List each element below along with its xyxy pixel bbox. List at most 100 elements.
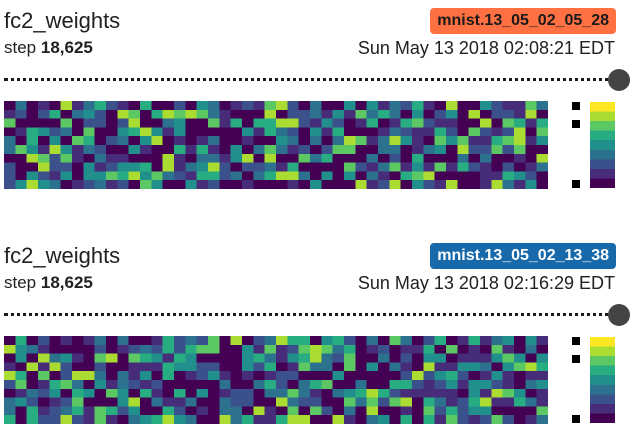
heatmap-cell <box>400 353 413 363</box>
heatmap-cell <box>321 180 334 189</box>
heatmap-cell <box>412 109 424 119</box>
heatmap-cell <box>321 336 334 346</box>
heatmap-cell <box>400 406 413 416</box>
heatmap-cell <box>502 362 515 372</box>
heatmap-cell <box>536 101 548 111</box>
heatmap-cell <box>185 406 198 416</box>
heatmap-cell <box>332 336 345 346</box>
heatmap-cell <box>264 406 277 416</box>
heatmap-cell <box>140 162 152 172</box>
heatmap-cell <box>117 171 130 181</box>
heatmap-cell <box>140 380 152 390</box>
heatmap-cell <box>378 162 390 172</box>
heatmap-cell <box>83 397 96 407</box>
heatmap-cell <box>355 406 368 416</box>
step-slider[interactable] <box>4 68 630 92</box>
heatmap-cell <box>162 171 175 181</box>
heatmap-cell <box>196 415 209 424</box>
heatmap-cell <box>230 344 243 354</box>
heatmap-cell <box>321 109 334 119</box>
heatmap-cell <box>15 353 28 363</box>
heatmap-cell <box>502 380 515 390</box>
heatmap-cell <box>400 101 413 111</box>
heatmap-cell <box>491 127 504 137</box>
heatmap-cell <box>298 336 311 346</box>
heatmap-cell <box>60 101 73 111</box>
heatmap-cell <box>355 415 368 424</box>
heatmap-cell <box>208 180 220 189</box>
heatmap-cell <box>536 362 548 372</box>
heatmap-cell <box>106 118 118 128</box>
slider-thumb[interactable] <box>608 69 630 91</box>
heatmap-cell <box>230 380 243 390</box>
heatmap-cell <box>480 118 492 128</box>
heatmap-cell <box>344 362 356 372</box>
heatmap-cell <box>253 101 266 111</box>
heatmap-cell <box>514 127 526 137</box>
heatmap-cell <box>423 415 436 424</box>
heatmap-cell <box>174 109 186 119</box>
heatmap-cell <box>446 145 458 155</box>
heatmap-cell <box>117 127 130 137</box>
slider-track[interactable] <box>4 313 616 316</box>
heatmap-cell <box>72 353 84 363</box>
heatmap-cell <box>423 371 436 381</box>
weights-heatmap-image <box>4 336 548 424</box>
heatmap-cell <box>242 406 254 416</box>
heatmap-cell <box>457 380 470 390</box>
slider-track[interactable] <box>4 78 616 81</box>
heatmap-cell <box>366 101 379 111</box>
heatmap-cell <box>446 336 458 346</box>
heatmap-cell <box>287 388 300 398</box>
heatmap-cell <box>83 171 96 181</box>
heatmap-cell <box>434 118 447 128</box>
heatmap-cell <box>434 362 447 372</box>
step-slider[interactable] <box>4 303 630 327</box>
heatmap-cell <box>480 415 492 424</box>
heatmap-cell <box>140 344 152 354</box>
heatmap-cell <box>117 371 130 381</box>
heatmap-cell <box>491 406 504 416</box>
heatmap-cell <box>72 388 84 398</box>
heatmap-cell <box>378 118 390 128</box>
heatmap-cell <box>514 388 526 398</box>
heatmap-cell <box>525 101 538 111</box>
heatmap-cell <box>26 388 39 398</box>
heatmap-cell <box>230 353 243 363</box>
heatmap-cell <box>49 371 62 381</box>
heatmap-cell <box>287 127 300 137</box>
heatmap-cell <box>196 118 209 128</box>
heatmap-cell <box>128 162 141 172</box>
heatmap-cell <box>310 136 322 146</box>
heatmap-cell <box>446 362 458 372</box>
heatmap-cell <box>38 162 50 172</box>
heatmap-cell <box>332 153 345 163</box>
heatmap-cell <box>219 344 232 354</box>
heatmap-cell <box>94 362 107 372</box>
heatmap-cell <box>128 415 141 424</box>
heatmap-cell <box>310 127 322 137</box>
heatmap-cell <box>208 397 220 407</box>
heatmap-cell <box>468 353 481 363</box>
heatmap-cell <box>140 136 152 146</box>
heatmap-cell <box>83 388 96 398</box>
heatmap-cell <box>321 127 334 137</box>
heatmap-cell <box>355 388 368 398</box>
heatmap-cell <box>253 171 266 181</box>
heatmap-cell <box>15 101 28 111</box>
heatmap-cell <box>117 380 130 390</box>
heatmap-cell <box>26 171 39 181</box>
heatmap-cell <box>253 388 266 398</box>
heatmap-cell <box>310 153 322 163</box>
wall-time: Sun May 13 2018 02:08:21 EDT <box>357 38 615 58</box>
heatmap-cell <box>253 362 266 372</box>
slider-thumb[interactable] <box>608 304 630 326</box>
heatmap-cell <box>287 415 300 424</box>
heatmap-cell <box>230 362 243 372</box>
heatmap-cell <box>423 101 436 111</box>
heatmap-cell <box>106 371 118 381</box>
heatmap-cell <box>264 153 277 163</box>
heatmap-cell <box>310 162 322 172</box>
heatmap-cell <box>26 109 39 119</box>
heatmap-cell <box>94 388 107 398</box>
